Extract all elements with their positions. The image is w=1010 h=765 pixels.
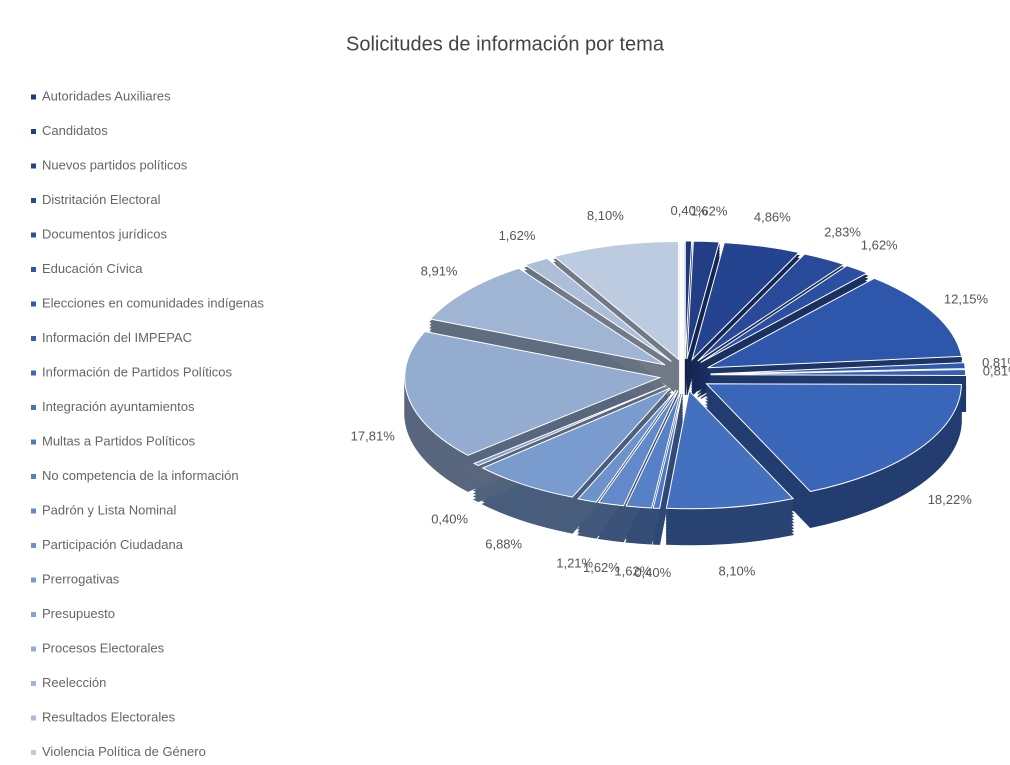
data-label: 4,86% <box>754 209 791 224</box>
pie-slice <box>553 240 680 361</box>
data-label: 8,10% <box>587 208 624 223</box>
legend-label: Procesos Electorales <box>42 640 165 655</box>
pie-slice <box>652 390 683 509</box>
legend-label: Información de Partidos Políticos <box>42 364 233 379</box>
pie-slice <box>472 385 667 467</box>
legend-marker <box>31 198 36 203</box>
legend-marker <box>31 232 36 238</box>
legend-label: Documentos jurídicos <box>42 226 167 241</box>
data-label: 12,15% <box>944 291 989 306</box>
data-label: 0,40% <box>634 565 671 580</box>
legend-label: Multas a Partidos Políticos <box>42 433 196 448</box>
data-label: 17,81% <box>351 428 396 443</box>
legend-label: Resultados Electorales <box>42 709 175 724</box>
pie-slice <box>697 253 846 362</box>
legend-label: Distritación Electoral <box>42 192 161 207</box>
data-label: 6,88% <box>485 536 522 551</box>
legend-label: Nuevos partidos políticos <box>42 157 188 172</box>
data-label: 2,83% <box>824 225 861 240</box>
chart-title: Solicitudes de información por tema <box>346 33 665 55</box>
pie-slice <box>404 331 662 456</box>
legend-marker <box>31 715 36 721</box>
pie-slice <box>665 389 795 510</box>
pie-slice <box>577 389 677 503</box>
legend-marker <box>31 508 36 514</box>
data-label: 1,62% <box>691 203 728 218</box>
data-label: 8,91% <box>421 264 458 279</box>
legend-marker <box>31 301 36 307</box>
legend-marker <box>31 543 36 548</box>
pie-slice <box>429 267 666 366</box>
legend-label: Candidatos <box>42 123 108 138</box>
legend-label: Integración ayuntamientos <box>42 399 195 414</box>
data-label: 0,81% <box>982 355 1010 370</box>
legend-marker <box>31 405 36 410</box>
pie-slice <box>710 368 967 377</box>
data-label: 1,21% <box>556 556 593 571</box>
legend-marker <box>31 646 36 652</box>
legend-label: Prerrogativas <box>42 571 120 586</box>
pie-slice <box>684 240 693 360</box>
legend-marker <box>31 163 36 169</box>
pie-slice <box>691 242 800 362</box>
data-label: 1,62% <box>499 228 536 243</box>
legend-marker <box>31 129 36 134</box>
legend-marker <box>31 474 36 479</box>
legend-marker <box>31 681 36 686</box>
data-label: 0,40% <box>431 512 468 527</box>
pie-tops <box>404 240 967 510</box>
pie-slice <box>707 277 963 369</box>
pie-slice <box>686 240 720 360</box>
legend-marker <box>31 370 36 376</box>
data-label: 0,40% <box>671 203 708 218</box>
legend-marker <box>31 336 36 341</box>
data-label: 8,10% <box>718 564 755 579</box>
legend-label: Educación Cívica <box>42 261 143 276</box>
legend-label: Información del IMPEPAC <box>42 330 192 345</box>
legend-label: Autoridades Auxiliares <box>42 88 171 103</box>
pie-slice <box>625 390 682 509</box>
legend-marker <box>31 94 36 100</box>
legend-label: Participación Ciudadana <box>42 537 184 552</box>
pie-slice <box>700 265 869 363</box>
legend-marker <box>31 439 36 445</box>
legend-label: No competencia de la información <box>42 468 239 483</box>
legend-label: Reelección <box>42 675 106 690</box>
data-label: 1,62% <box>861 237 898 252</box>
legend-label: Violencia Política de Género <box>42 744 206 759</box>
data-label: 18,22% <box>928 492 973 507</box>
pie-slice <box>710 362 966 375</box>
legend-marker <box>31 612 36 617</box>
legend-marker <box>31 750 36 755</box>
data-label: 1,62% <box>583 560 620 575</box>
legend-label: Padrón y Lista Nominal <box>42 502 177 517</box>
legend-label: Presupuesto <box>42 606 115 621</box>
data-label: 0,81% <box>983 363 1010 378</box>
legend-marker <box>31 577 36 583</box>
pie-slice <box>705 383 962 493</box>
pie-slice <box>597 390 679 507</box>
legend-label: Elecciones en comunidades indígenas <box>42 295 264 310</box>
data-label: 1,62% <box>614 564 651 579</box>
legend-marker <box>31 267 36 272</box>
pie-slice <box>524 257 672 362</box>
pie-slice <box>481 387 671 498</box>
